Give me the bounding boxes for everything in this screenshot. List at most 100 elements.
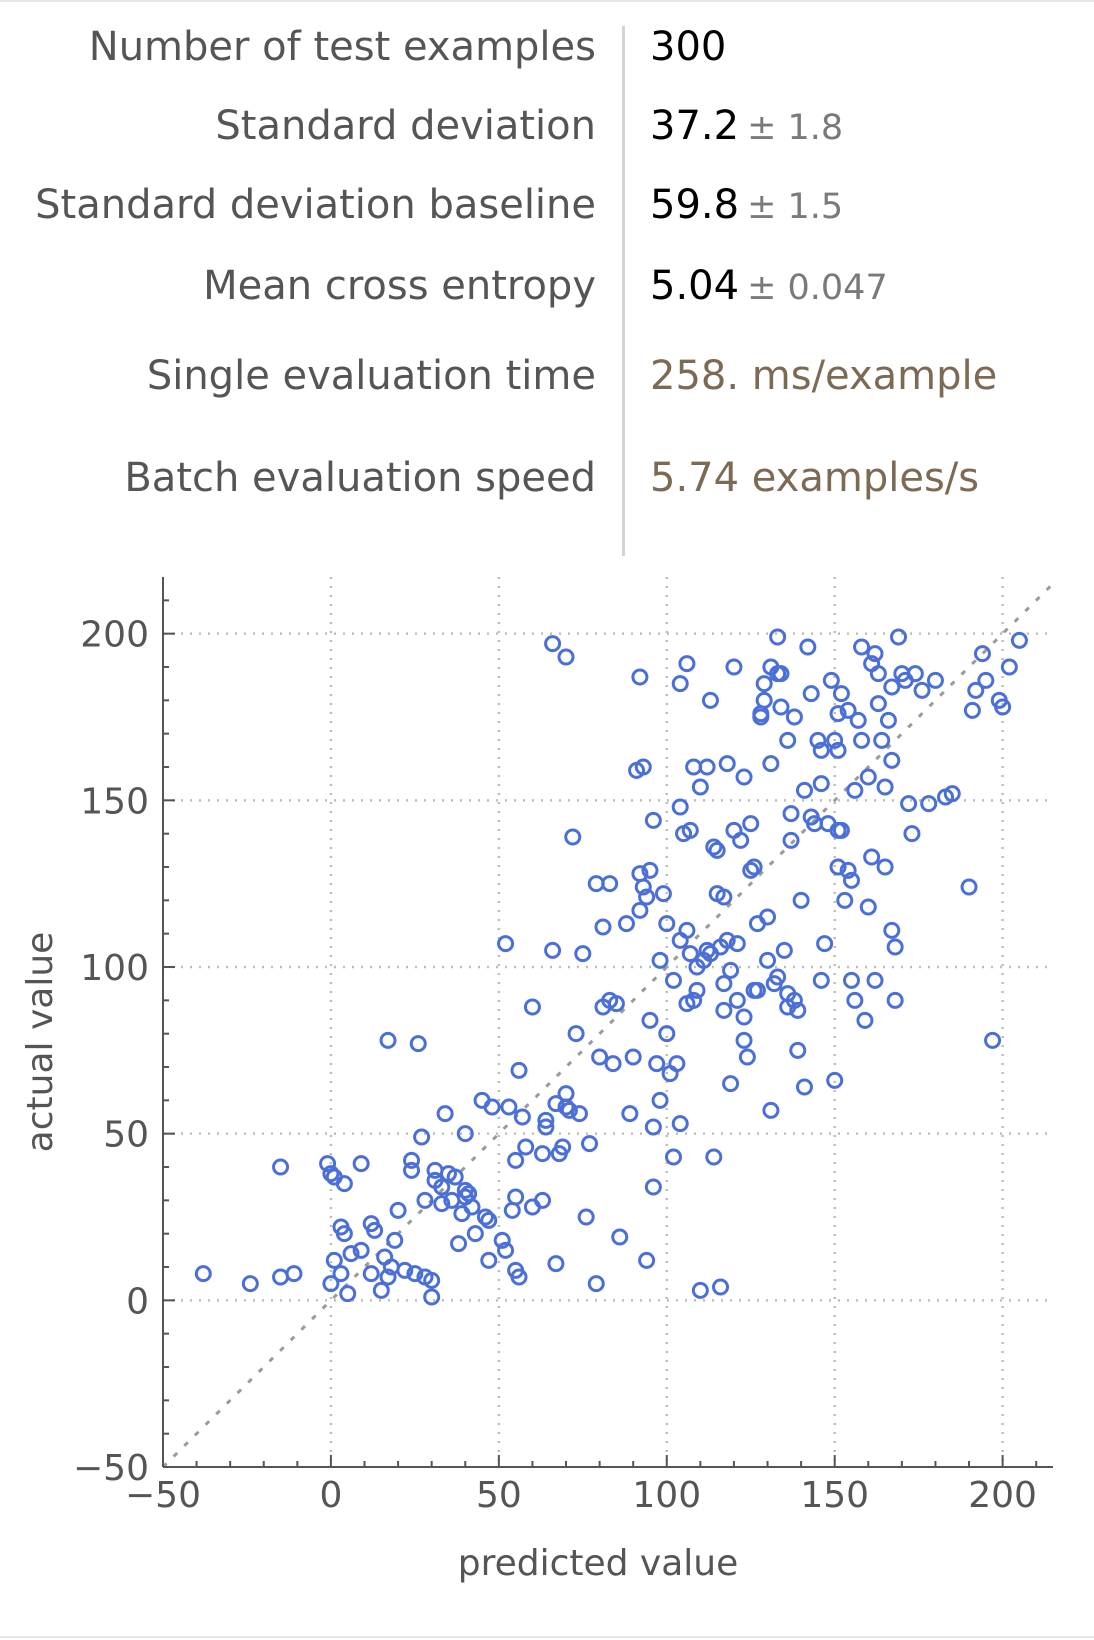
data-point (644, 1178, 662, 1196)
data-point (241, 1275, 259, 1293)
data-point (631, 668, 649, 686)
data-point (362, 1265, 380, 1283)
data-point (423, 1288, 441, 1306)
y-axis-label: actual value (20, 932, 61, 1153)
data-point (795, 1078, 813, 1096)
data-point (772, 698, 790, 716)
data-point (732, 831, 750, 849)
data-point (587, 875, 605, 893)
data-point (762, 755, 780, 773)
data-point (436, 1105, 454, 1123)
axes (162, 577, 1053, 1468)
data-point (517, 1138, 535, 1156)
data-point (822, 671, 840, 689)
data-point (601, 875, 619, 893)
data-point (688, 981, 706, 999)
data-point (352, 1241, 370, 1259)
data-point (866, 645, 884, 663)
data-point (641, 861, 659, 879)
data-point (829, 741, 847, 759)
stat-value: 258. ms/example (650, 346, 997, 406)
data-point (389, 1201, 407, 1219)
stat-label: Mean cross entropy (203, 263, 596, 309)
data-point (651, 951, 669, 969)
data-point (500, 1098, 518, 1116)
data-point (826, 731, 844, 749)
column-divider (622, 26, 625, 556)
stat-label: Standard deviation baseline (35, 182, 596, 228)
data-point (718, 755, 736, 773)
data-point (792, 891, 810, 909)
data-point (883, 921, 901, 939)
data-point (752, 708, 770, 726)
data-point (785, 708, 803, 726)
data-point (450, 1235, 468, 1253)
data-point (779, 731, 797, 749)
data-point (759, 951, 777, 969)
data-point (789, 1041, 807, 1059)
data-point (715, 975, 733, 993)
data-point (396, 1261, 414, 1279)
data-point (705, 838, 723, 856)
y-tick-label: 200 (80, 615, 149, 656)
data-point (920, 795, 938, 813)
data-point (873, 731, 891, 749)
data-point (691, 778, 709, 796)
data-point (839, 861, 857, 879)
data-point (497, 935, 515, 953)
data-point (285, 1265, 303, 1283)
data-point (581, 1135, 599, 1153)
stat-value-main: 5.04 (650, 263, 740, 309)
data-point (480, 1211, 498, 1229)
stat-row-single-evaluation-time: Single evaluation time 258. ms/example (0, 346, 1094, 406)
data-point (433, 1195, 451, 1213)
data-point (671, 675, 689, 693)
grid (163, 577, 1053, 1467)
stat-value-main: 59.8 (650, 182, 740, 228)
data-point (1010, 631, 1028, 649)
data-point (859, 768, 877, 786)
data-point (826, 1071, 844, 1089)
data-point (557, 1098, 575, 1116)
data-point (379, 1031, 397, 1049)
data-point (900, 795, 918, 813)
data-point (433, 1178, 451, 1196)
data-point (886, 938, 904, 956)
data-point (913, 681, 931, 699)
data-point (745, 858, 763, 876)
data-point (594, 918, 612, 936)
data-point (866, 971, 884, 989)
x-tick-label: 50 (476, 1475, 522, 1516)
data-point (577, 1208, 595, 1226)
data-point (493, 1231, 511, 1249)
data-point (272, 1158, 290, 1176)
top-border (0, 0, 1094, 2)
data-point (648, 1055, 666, 1073)
data-point (725, 658, 743, 676)
data-point (876, 858, 894, 876)
data-point (906, 665, 924, 683)
data-point (789, 1001, 807, 1019)
data-point (735, 1008, 753, 1026)
data-point (829, 821, 847, 839)
data-point (544, 635, 562, 653)
data-point (890, 628, 908, 646)
data-point (403, 1151, 421, 1169)
y-tick-label: −50 (73, 1448, 149, 1489)
data-point (829, 705, 847, 723)
data-point (722, 961, 740, 979)
data-point (883, 751, 901, 769)
data-point (664, 1148, 682, 1166)
data-point (708, 841, 726, 859)
stat-value-main: 258. ms/example (650, 353, 998, 399)
data-point (678, 921, 696, 939)
data-point (869, 665, 887, 683)
data-point (194, 1265, 212, 1283)
y-ticks: −50 0 50 100 150 200 (73, 615, 149, 1489)
data-point (926, 671, 944, 689)
data-point (567, 1025, 585, 1043)
data-point (617, 915, 635, 933)
reference-line (161, 582, 1055, 1469)
data-point (742, 815, 760, 833)
stat-row-standard-deviation: Standard deviation 37.2 ± 1.8 (0, 96, 1094, 156)
